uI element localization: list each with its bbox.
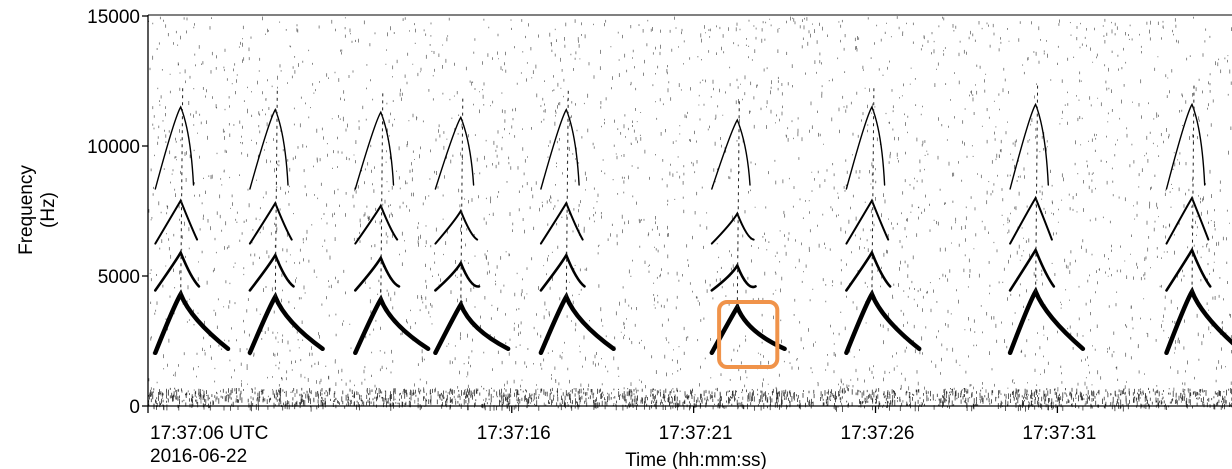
y-tick-label-5000: 5000	[98, 267, 140, 288]
highlight-box	[717, 300, 780, 369]
axes	[147, 14, 1232, 407]
call-0-harmonic-3	[154, 105, 195, 190]
call-4-harmonic-3	[540, 108, 580, 190]
call-7-harmonic-1	[1008, 247, 1056, 292]
call-6-harmonic-0	[844, 289, 922, 356]
call-2	[353, 91, 431, 356]
x-tick-label-1: 17:37:16	[477, 423, 551, 444]
call-6-harmonic-3	[845, 105, 886, 190]
call-0-stem	[180, 86, 184, 295]
spectrogram-calls	[153, 83, 1232, 356]
call-3-harmonic-2	[434, 208, 479, 245]
call-3-harmonic-3	[434, 115, 475, 190]
call-2-harmonic-2	[354, 203, 399, 245]
x-ticks: 17:37:16 17:37:21 17:37:26 17:37:31	[147, 406, 1096, 444]
call-7-harmonic-2	[1009, 195, 1053, 245]
call-8-harmonic-2	[1165, 195, 1210, 245]
start-time-label: 17:37:06 UTC	[150, 423, 268, 444]
call-3-stem	[460, 96, 464, 305]
call-2-harmonic-3	[354, 110, 395, 190]
call-1-stem	[274, 88, 278, 297]
call-3-harmonic-0	[433, 299, 511, 356]
noise-low-band	[148, 387, 1232, 412]
call-7-stem	[1035, 83, 1039, 292]
y-ticks: 0 5000 10000 15000	[87, 7, 148, 418]
start-date-label: 2016-06-22	[150, 446, 247, 467]
call-0-harmonic-0	[153, 289, 231, 356]
call-5-harmonic-1	[710, 262, 757, 292]
call-6-harmonic-2	[845, 198, 890, 245]
call-5-stem	[736, 99, 740, 308]
y-axis-title-line2: (Hz)	[38, 192, 59, 228]
call-2-harmonic-0	[353, 294, 431, 356]
call-0-harmonic-1	[154, 249, 201, 292]
x-tick-label-2: 17:37:21	[659, 423, 733, 444]
call-2-harmonic-1	[354, 254, 401, 292]
call-4-harmonic-0	[538, 291, 616, 356]
call-1-harmonic-2	[248, 200, 293, 245]
call-8-harmonic-1	[1165, 247, 1212, 292]
call-5	[709, 99, 787, 356]
call-3	[433, 96, 511, 356]
call-4-harmonic-2	[539, 200, 584, 245]
call-6	[844, 86, 922, 356]
y-tick-label-10000: 10000	[87, 137, 140, 158]
y-axis-title-line1: Frequency	[16, 165, 37, 255]
call-8	[1164, 83, 1232, 356]
call-5-harmonic-3	[711, 118, 751, 190]
call-1-harmonic-0	[247, 291, 325, 356]
call-2-stem	[380, 91, 384, 300]
spectrogram-noise	[147, 16, 1232, 412]
call-5-harmonic-2	[710, 211, 755, 245]
call-3-harmonic-1	[434, 260, 481, 292]
call-5-harmonic-0	[709, 302, 787, 356]
call-6-stem	[871, 86, 875, 295]
call-1-harmonic-3	[249, 108, 289, 190]
call-8-harmonic-3	[1165, 102, 1206, 190]
call-4-harmonic-1	[539, 252, 586, 292]
call-8-stem	[1191, 83, 1195, 292]
call-7-harmonic-3	[1009, 102, 1049, 190]
call-1	[247, 88, 325, 356]
call-4-stem	[565, 88, 569, 297]
call-7-harmonic-0	[1007, 286, 1086, 356]
x-tick-label-4: 17:37:31	[1022, 423, 1096, 444]
call-0-harmonic-2	[154, 198, 199, 245]
call-7	[1007, 83, 1086, 356]
x-axis-title: Time (hh:mm:ss)	[625, 450, 767, 469]
call-1-harmonic-1	[248, 252, 295, 292]
x-tick-label-3: 17:37:26	[841, 423, 915, 444]
y-tick-label-15000: 15000	[87, 7, 140, 28]
y-tick-label-0: 0	[129, 397, 140, 418]
call-6-harmonic-1	[845, 249, 892, 292]
call-4	[538, 88, 616, 356]
noise-speckles	[147, 16, 1232, 409]
call-0	[153, 86, 231, 356]
